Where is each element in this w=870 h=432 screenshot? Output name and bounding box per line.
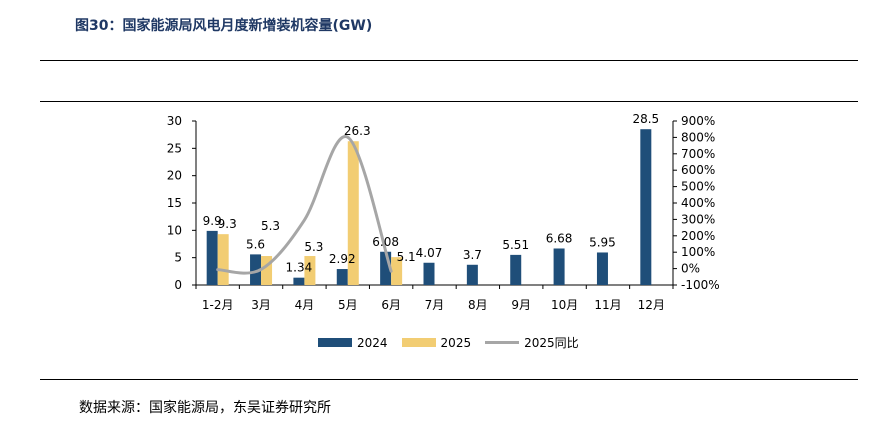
header-rule bbox=[40, 101, 858, 102]
data-label-2024: 28.5 bbox=[632, 112, 659, 126]
data-label-2024: 1.34 bbox=[286, 261, 313, 275]
y-left-tick-label: 10 bbox=[167, 223, 182, 237]
bar-2024 bbox=[293, 277, 305, 285]
data-label-2025: 5.1 bbox=[397, 250, 416, 264]
y-left-tick-label: 15 bbox=[167, 196, 182, 210]
x-tick-label: 4月 bbox=[295, 298, 315, 312]
chart-legend: 2024 2025 2025同比 bbox=[318, 334, 593, 351]
y-right-tick-label: 400% bbox=[681, 196, 715, 210]
legend-label-2024: 2024 bbox=[357, 335, 388, 350]
data-label-2025: 9.3 bbox=[218, 217, 237, 231]
data-label-2024: 6.08 bbox=[372, 235, 399, 249]
legend-item-yoy: 2025同比 bbox=[485, 334, 579, 351]
legend-swatch-2025 bbox=[401, 338, 436, 347]
legend-swatch-yoy bbox=[485, 341, 520, 344]
y-left-tick-label: 25 bbox=[167, 141, 182, 155]
bar-2024 bbox=[423, 262, 435, 285]
data-label-2024: 4.07 bbox=[416, 246, 443, 260]
legend-item-2025: 2025 bbox=[401, 335, 472, 350]
y-right-tick-label: 500% bbox=[681, 180, 715, 194]
x-tick-label: 5月 bbox=[338, 298, 358, 312]
x-tick-label: 1-2月 bbox=[202, 298, 234, 312]
y-left-tick-label: 20 bbox=[167, 169, 182, 183]
bar-2024 bbox=[336, 269, 348, 285]
legend-label-2025: 2025 bbox=[440, 335, 472, 350]
line-2025-yoy bbox=[216, 135, 393, 275]
bar-2024 bbox=[206, 230, 218, 285]
data-label-2024: 9.9 bbox=[203, 214, 222, 228]
y-left-tick-label: 5 bbox=[174, 251, 182, 265]
bar-2025 bbox=[261, 256, 273, 285]
x-tick-label: 12月 bbox=[638, 298, 665, 312]
data-label-2024: 5.6 bbox=[246, 237, 265, 251]
data-label-2024: 3.7 bbox=[463, 248, 482, 262]
x-tick-label: 3月 bbox=[251, 298, 271, 312]
y-right-tick-label: 200% bbox=[681, 229, 715, 243]
bar-2024 bbox=[510, 254, 522, 285]
bar-2025 bbox=[391, 257, 403, 285]
x-tick-label: 10月 bbox=[551, 298, 578, 312]
x-tick-label: 9月 bbox=[511, 298, 531, 312]
x-tick-label: 6月 bbox=[381, 298, 401, 312]
figure-title: 图30：国家能源局风电月度新增装机容量(GW) bbox=[75, 18, 373, 34]
bar-2024 bbox=[466, 264, 478, 285]
bar-2025 bbox=[304, 256, 316, 285]
y-right-tick-label: 900% bbox=[681, 114, 715, 128]
data-label-2024: 5.51 bbox=[502, 238, 529, 252]
bar-2024 bbox=[640, 129, 652, 285]
bar-2024 bbox=[596, 252, 608, 285]
legend-item-2024: 2024 bbox=[318, 336, 388, 350]
y-right-tick-label: 100% bbox=[681, 245, 715, 259]
y-left-tick-label: 0 bbox=[174, 278, 182, 292]
data-label-2025: 5.3 bbox=[304, 240, 323, 254]
y-right-tick-label: -100% bbox=[681, 278, 720, 292]
source-note: 数据来源：国家能源局，东吴证券研究所 bbox=[79, 400, 331, 416]
y-right-tick-label: 0% bbox=[681, 262, 700, 276]
legend-swatch-2024 bbox=[318, 338, 352, 347]
bar-2025 bbox=[347, 141, 359, 285]
data-label-2025: 26.3 bbox=[344, 124, 371, 138]
x-tick-label: 8月 bbox=[468, 298, 488, 312]
data-label-2024: 6.68 bbox=[546, 231, 573, 245]
y-right-tick-label: 700% bbox=[681, 147, 715, 161]
y-right-tick-label: 800% bbox=[681, 130, 715, 144]
y-right-tick-label: 600% bbox=[681, 163, 715, 177]
bar-2024 bbox=[250, 254, 262, 285]
y-left-tick-label: 30 bbox=[167, 114, 182, 128]
top-rule bbox=[40, 60, 858, 61]
data-label-2024: 5.95 bbox=[589, 235, 616, 249]
y-right-tick-label: 300% bbox=[681, 212, 715, 226]
x-tick-label: 7月 bbox=[425, 298, 445, 312]
data-label-2025: 5.3 bbox=[261, 219, 280, 233]
bar-2024 bbox=[380, 251, 392, 285]
x-tick-label: 11月 bbox=[594, 298, 621, 312]
bar-2025 bbox=[217, 234, 229, 285]
footer-rule bbox=[40, 379, 858, 380]
legend-label-yoy: 2025同比 bbox=[524, 336, 579, 350]
data-label-2024: 2.92 bbox=[329, 252, 356, 266]
bar-2024 bbox=[553, 248, 565, 285]
